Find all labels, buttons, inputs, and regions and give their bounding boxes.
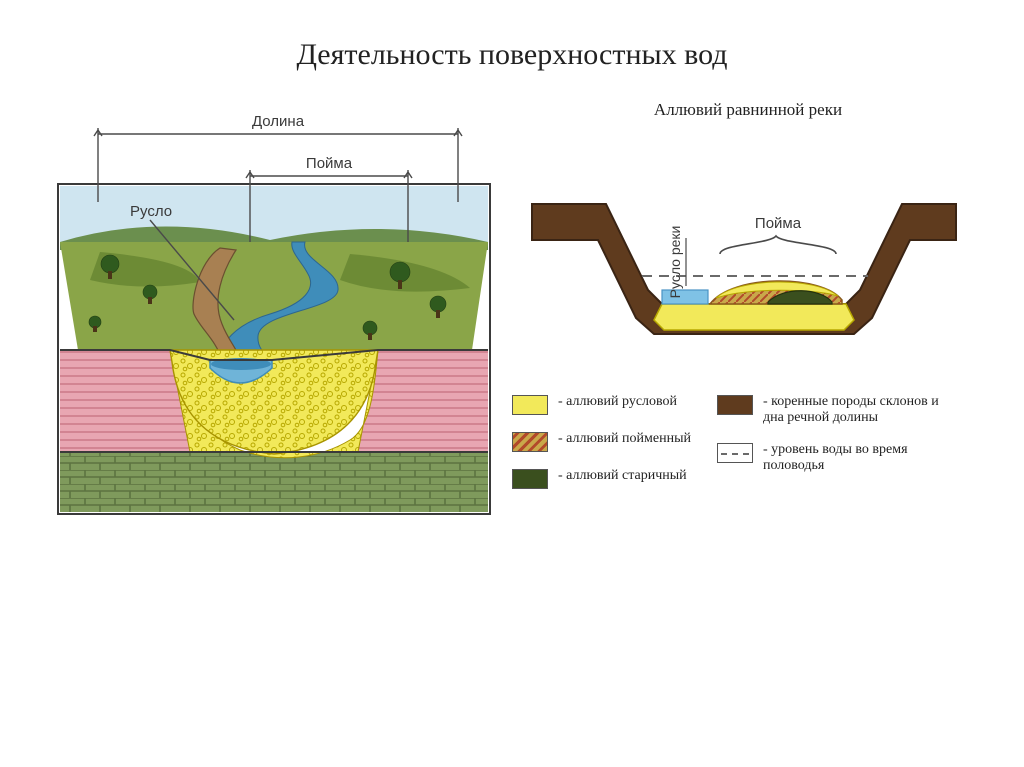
label-dolina: Долина	[252, 113, 305, 130]
swatch-floodlevel	[717, 443, 753, 463]
legend-floodplain-label: - аллювий пойменный	[558, 431, 691, 447]
legend-floodlevel-label: - уровень воды во время половодья	[763, 442, 953, 474]
swatch-channel	[512, 395, 548, 415]
label-ruslo-reki: Русло реки	[667, 226, 683, 299]
legend-floodplain: - аллювий пойменный	[512, 431, 691, 452]
left-figure: Долина Пойма Русло	[40, 92, 512, 522]
legend: - аллювий русловой - аллювий пойменный -…	[512, 394, 984, 489]
legend-bedrock: - коренные породы склонов и дна речной д…	[717, 394, 953, 426]
page-title: Деятельность поверхностных вод	[0, 0, 1024, 92]
right-figure-title: Аллювий равнинной реки	[512, 100, 984, 120]
valley-cutaway-svg: Долина Пойма Русло	[40, 92, 510, 522]
legend-floodlevel: - уровень воды во время половодья	[717, 442, 953, 474]
legend-col-right: - коренные породы склонов и дна речной д…	[717, 394, 953, 489]
legend-oxbow-label: - аллювий старичный	[558, 468, 687, 484]
right-figure: Аллювий равнинной реки	[512, 92, 984, 489]
legend-bedrock-label: - коренные породы склонов и дна речной д…	[763, 394, 953, 426]
legend-oxbow: - аллювий старичный	[512, 468, 691, 489]
alluvium-section-svg: Пойма Русло реки	[512, 126, 972, 376]
legend-channel: - аллювий русловой	[512, 394, 691, 415]
label-ruslo: Русло	[130, 203, 172, 220]
legend-channel-label: - аллювий русловой	[558, 394, 677, 410]
swatch-floodplain	[512, 432, 548, 452]
legend-col-left: - аллювий русловой - аллювий пойменный -…	[512, 394, 691, 489]
figure-row: Долина Пойма Русло Аллювий равнинной рек…	[0, 92, 1024, 522]
poima-brace	[720, 236, 836, 254]
swatch-bedrock	[717, 395, 753, 415]
label-poima-left: Пойма	[306, 155, 353, 172]
swatch-oxbow	[512, 469, 548, 489]
label-poima-right: Пойма	[755, 215, 802, 232]
